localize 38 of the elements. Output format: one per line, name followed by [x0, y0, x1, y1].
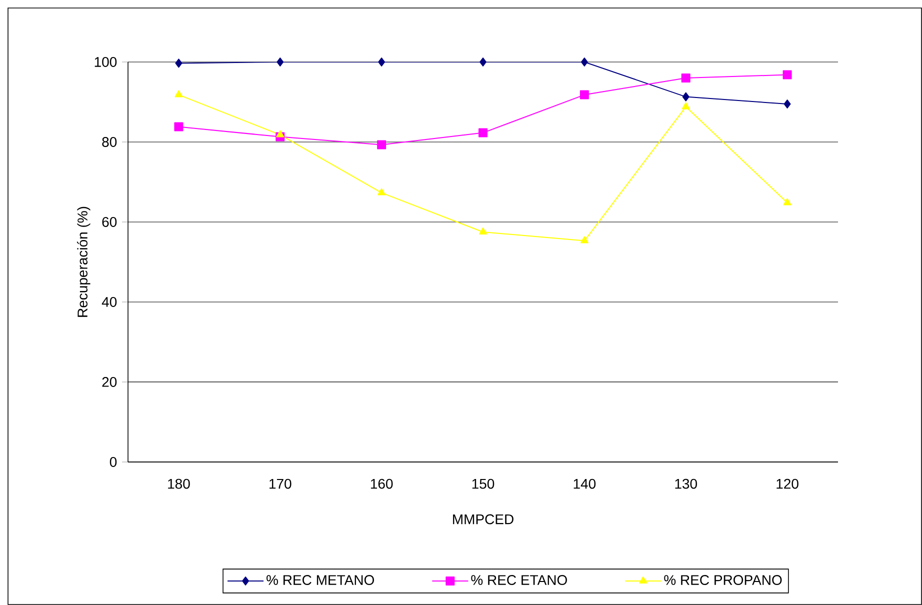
x-tick-label: 170	[270, 478, 292, 489]
legend-label: % REC ETANO	[471, 575, 567, 585]
x-tick-label: 160	[370, 478, 393, 489]
y-tick-label: 0	[110, 457, 117, 467]
point	[580, 236, 588, 244]
point	[174, 122, 184, 132]
y-tick-label: 40	[102, 297, 117, 307]
point	[377, 140, 386, 150]
point	[682, 92, 690, 102]
x-tick-label: 180	[168, 478, 190, 489]
point	[276, 130, 284, 138]
point	[784, 99, 791, 108]
point	[480, 57, 486, 66]
y-tick-label: 100	[94, 57, 117, 67]
point	[681, 73, 690, 82]
y-tick-label: 60	[102, 217, 117, 227]
point	[175, 58, 182, 68]
x-tick-label: 150	[472, 478, 494, 489]
x-tick-label: 140	[574, 478, 596, 489]
y-tick-label: 20	[102, 377, 117, 387]
point	[174, 90, 183, 98]
x-axis-title: MMPCED	[453, 514, 514, 524]
point	[682, 102, 690, 110]
legend-label: % REC METANO	[266, 575, 374, 585]
point	[378, 188, 386, 196]
point	[580, 57, 588, 66]
legend-label: % REC PROPANO	[664, 575, 782, 585]
y-axis-title: Recuperación (%)	[77, 206, 90, 317]
y-tick-label: 80	[102, 137, 117, 147]
point	[276, 57, 284, 66]
point	[580, 90, 589, 100]
x-tick-label: 120	[776, 478, 798, 489]
point	[782, 70, 792, 80]
point	[378, 57, 386, 66]
point	[479, 227, 487, 234]
x-tick-label: 130	[675, 478, 697, 489]
point	[478, 128, 488, 138]
point	[783, 198, 792, 206]
